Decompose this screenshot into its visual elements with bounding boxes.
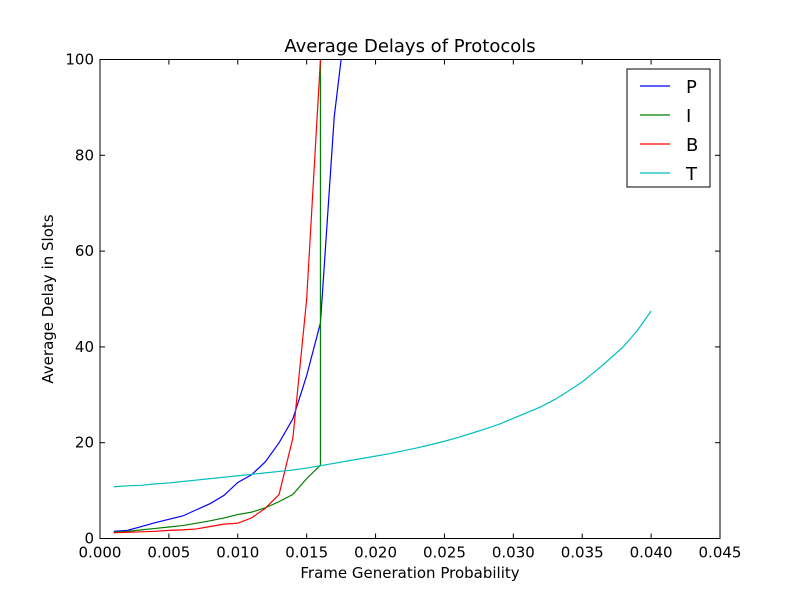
x-tick-label: 0.035 — [561, 544, 604, 562]
y-tick-label: 20 — [75, 434, 94, 452]
series-line-t — [113, 310, 652, 488]
chart-title: Average Delays of Protocols — [284, 36, 535, 57]
plot-frame — [99, 59, 721, 539]
x-axis-title: Frame Generation Probability — [300, 564, 519, 582]
x-tick-label: 0.010 — [216, 544, 259, 562]
y-tick-label: 80 — [75, 146, 94, 164]
x-tick-label: 0.005 — [147, 544, 190, 562]
y-tick-label: 0 — [84, 530, 94, 548]
legend-label-b: B — [686, 135, 698, 156]
x-tick-label: 0.045 — [699, 544, 742, 562]
y-tick-label: 40 — [75, 338, 94, 356]
series-line-i — [113, 59, 322, 533]
legend-label-i: I — [686, 106, 691, 127]
series-line-p — [113, 59, 342, 532]
y-axis-title: Average Delay in Slots — [39, 214, 57, 383]
y-tick-label: 100 — [65, 51, 94, 69]
x-axis-ticks: 0.000 0.005 0.010 0.015 0.020 0.025 0.030 0.035… — [79, 59, 742, 562]
x-tick-label: 0.030 — [492, 544, 535, 562]
x-tick-label: 0.025 — [423, 544, 466, 562]
legend-label-p: P — [686, 77, 697, 98]
legend-label-t: T — [685, 164, 698, 185]
y-tick-label: 60 — [75, 242, 94, 260]
x-tick-label: 0.015 — [285, 544, 328, 562]
y-axis-ticks: 0 20 40 60 80 100 — [65, 51, 720, 548]
x-tick-label: 0.020 — [354, 544, 397, 562]
legend-box — [626, 68, 711, 188]
plot-lines — [113, 59, 652, 534]
x-tick-label: 0.000 — [79, 544, 122, 562]
x-tick-label: 0.040 — [630, 544, 673, 562]
series-line-b — [113, 59, 322, 534]
